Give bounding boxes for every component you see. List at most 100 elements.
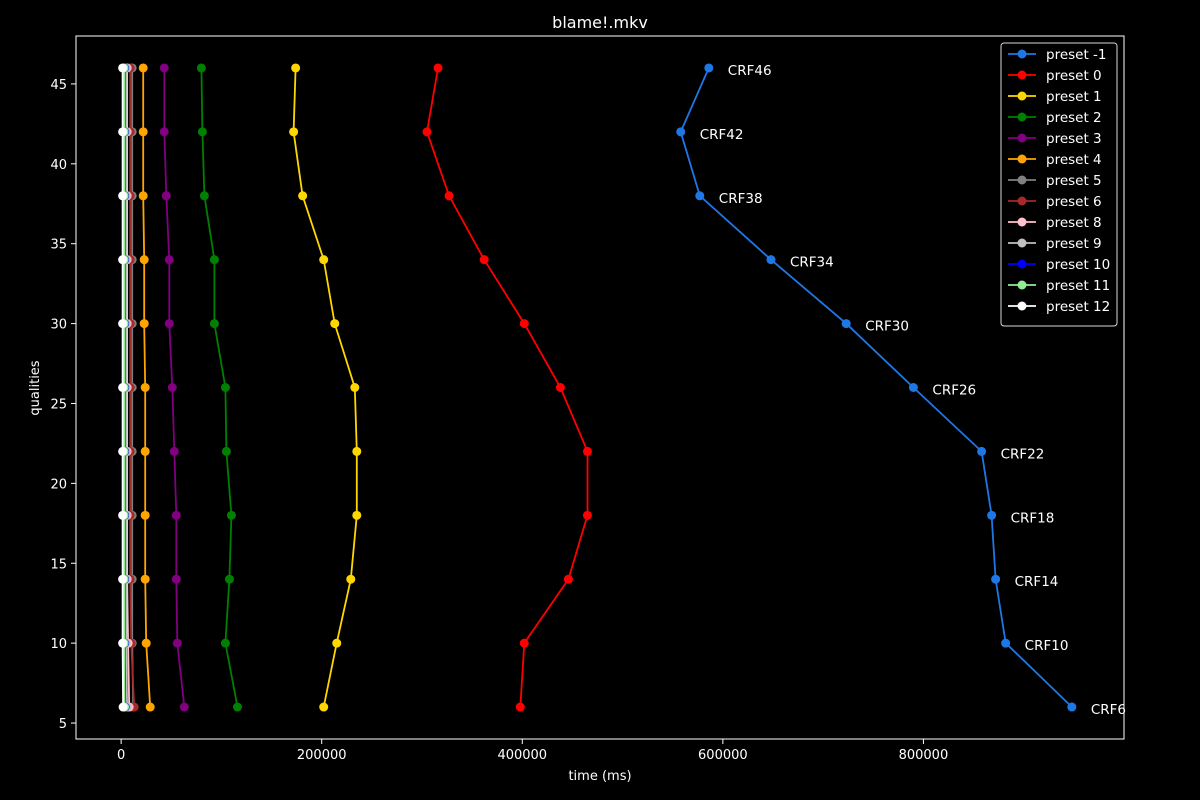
data-point	[332, 638, 342, 648]
legend-label: preset 2	[1046, 110, 1102, 126]
series-layer	[118, 63, 1077, 712]
data-point	[118, 319, 128, 329]
legend-entry: preset 1	[1008, 89, 1102, 105]
legend-entry: preset 11	[1008, 278, 1110, 294]
data-point	[444, 191, 454, 201]
data-point	[422, 127, 432, 137]
legend-label: preset -1	[1046, 47, 1107, 63]
data-point	[118, 574, 128, 584]
data-point	[479, 255, 489, 265]
data-point	[209, 255, 219, 265]
legend-marker	[1017, 259, 1027, 269]
data-point	[138, 191, 148, 201]
data-point	[141, 638, 151, 648]
series-preset--1	[676, 63, 1077, 712]
legend-entry: preset 4	[1008, 152, 1102, 168]
data-point	[841, 319, 851, 329]
legend-entry: preset 0	[1008, 68, 1102, 84]
data-point	[221, 446, 231, 456]
y-tick-label: 30	[50, 318, 67, 333]
legend-label: preset 12	[1046, 299, 1110, 315]
data-point	[224, 574, 234, 584]
y-axis-label: qualities	[28, 360, 43, 415]
crf-annotation: CRF46	[728, 63, 772, 79]
data-point	[164, 319, 174, 329]
data-point	[139, 319, 149, 329]
data-point	[118, 127, 128, 137]
data-point	[987, 510, 997, 520]
series-preset-12	[118, 63, 128, 712]
legend-label: preset 6	[1046, 194, 1102, 210]
data-point	[232, 702, 242, 712]
y-tick-label: 10	[50, 637, 67, 652]
data-point	[164, 255, 174, 265]
crf-annotation: CRF26	[932, 383, 976, 399]
data-point	[226, 510, 236, 520]
legend-label: preset 0	[1046, 68, 1102, 84]
x-tick-label: 800000	[899, 748, 949, 763]
data-point	[766, 255, 776, 265]
data-point	[519, 319, 529, 329]
data-point	[196, 63, 206, 73]
x-axis-label: time (ms)	[568, 769, 631, 784]
data-point	[291, 63, 301, 73]
data-point	[289, 127, 299, 137]
data-point	[167, 383, 177, 392]
legend-marker	[1017, 217, 1027, 227]
y-tick-label: 25	[50, 397, 67, 412]
series-preset-1	[289, 63, 362, 712]
legend-label: preset 11	[1046, 278, 1110, 294]
data-point	[582, 510, 592, 520]
y-tick-label: 5	[59, 717, 67, 732]
data-point	[171, 510, 181, 520]
crf-annotation: CRF10	[1025, 638, 1069, 654]
data-point	[171, 574, 181, 584]
legend-entry: preset 8	[1008, 215, 1102, 231]
data-point	[140, 383, 150, 392]
legend: preset -1 preset 0 preset 1 preset 2 preset …	[1000, 42, 1118, 327]
data-point	[172, 638, 182, 648]
data-point	[118, 446, 128, 456]
legend-entry: preset 12	[1008, 299, 1110, 315]
data-point	[118, 702, 128, 712]
series-preset-3	[159, 63, 189, 712]
data-point	[138, 63, 148, 73]
data-point	[118, 383, 128, 392]
crf-annotation: CRF30	[865, 319, 909, 335]
legend-entry: preset 9	[1008, 236, 1102, 252]
y-tick-label: 45	[50, 78, 67, 93]
legend-marker	[1017, 280, 1027, 290]
data-point	[199, 191, 209, 201]
data-point	[118, 63, 128, 73]
data-point	[563, 574, 573, 584]
plot-frame	[75, 35, 1125, 740]
data-point	[140, 446, 150, 456]
legend-entry: preset 6	[1008, 194, 1102, 210]
data-point	[161, 191, 171, 201]
legend-label: preset 1	[1046, 89, 1102, 105]
data-point	[977, 446, 987, 456]
crf-annotation: CRF42	[700, 127, 744, 143]
legend-marker	[1017, 49, 1027, 59]
data-point	[118, 510, 128, 520]
x-tick-label: 200000	[297, 748, 347, 763]
data-point	[197, 127, 207, 137]
data-point	[704, 63, 714, 73]
x-tick-label: 600000	[698, 748, 748, 763]
data-point	[118, 255, 128, 265]
data-point	[220, 383, 230, 392]
data-point	[159, 63, 169, 73]
legend-label: preset 10	[1046, 257, 1110, 273]
legend-marker	[1017, 154, 1027, 164]
data-point	[179, 702, 189, 712]
crf-annotation: CRF38	[719, 191, 763, 207]
legend-marker	[1017, 175, 1027, 185]
data-point	[330, 319, 340, 329]
data-point	[220, 638, 230, 648]
data-point	[118, 638, 128, 648]
crf-annotation: CRF14	[1015, 574, 1059, 590]
legend-marker	[1017, 70, 1027, 80]
data-point	[140, 510, 150, 520]
data-point	[519, 638, 529, 648]
data-point	[908, 383, 918, 392]
